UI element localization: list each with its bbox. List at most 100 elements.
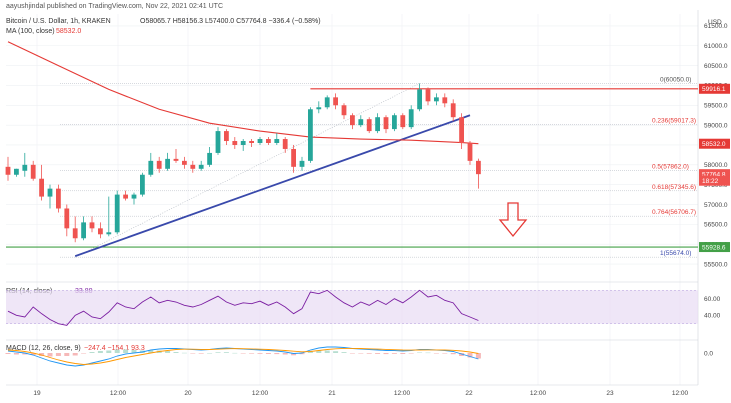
candle-body — [81, 222, 86, 239]
macd-histogram-bar — [274, 353, 280, 355]
signal-line — [7, 347, 479, 365]
macd-histogram-bar — [282, 353, 288, 355]
candle-body — [366, 119, 372, 132]
candle-body — [257, 139, 263, 143]
time-axis: 19 12:00 20 12:00 21 12:00 22 12:00 23 12:00 — [6, 384, 698, 397]
candle-body — [358, 119, 364, 126]
fib-label: 0.764(56706.7) — [652, 209, 696, 216]
candle-body — [165, 158, 170, 169]
candle-body — [299, 160, 305, 167]
macd-histogram-bar — [131, 350, 137, 353]
price-tick-label: 59000.0 — [704, 122, 728, 129]
macd-histogram-bar — [475, 353, 481, 359]
price-tick-label: 61000.0 — [704, 43, 728, 50]
candle-body — [98, 228, 103, 235]
macd-histogram-bar — [13, 353, 19, 355]
candle-body — [114, 194, 120, 233]
candle-body — [400, 115, 406, 128]
time-tick-label: 22 — [465, 390, 473, 397]
time-tick-label: 12:00 — [530, 390, 547, 397]
currency-label: USD — [708, 19, 722, 26]
time-tick-label: 19 — [33, 390, 41, 397]
macd-histogram-bar — [333, 351, 339, 353]
price-tags: 59916.1 58532.0 57764.818:22 55928.6 — [699, 83, 730, 253]
ma100-line — [7, 41, 479, 145]
price-tag-label: 57764.8 — [702, 171, 726, 178]
candle-body — [198, 164, 204, 169]
macd-histogram-bar — [30, 353, 36, 355]
macd-histogram-bar — [89, 352, 95, 353]
macd-histogram-bar — [257, 353, 263, 354]
time-tick-label: 21 — [328, 390, 336, 397]
time-tick-label: 23 — [606, 390, 614, 397]
candle-body — [408, 109, 414, 128]
candle-body — [417, 89, 422, 110]
macd-histogram-bar — [190, 353, 196, 354]
macd-histogram-bar — [22, 353, 28, 355]
price-tick-label: 57000.0 — [704, 202, 728, 209]
candle-body — [56, 188, 61, 209]
macd-histogram-bar — [148, 350, 154, 353]
macd-tick-label: 0.0 — [704, 350, 713, 357]
macd-histogram-bar — [391, 353, 397, 354]
macd-histogram-bar — [442, 353, 448, 354]
candle-body — [383, 117, 389, 130]
macd-pane: MACD (12, 26, close, 9) −247.4 −154.1 93… — [5, 339, 713, 367]
candle-body — [316, 107, 322, 110]
candle-body — [30, 164, 36, 179]
candle-body — [64, 208, 70, 229]
candle-body — [282, 139, 288, 149]
macd-histogram-bar — [417, 352, 423, 353]
macd-histogram-bar — [5, 353, 11, 354]
macd-values: −247.4 −154.1 93.3 — [84, 345, 145, 352]
candle-body — [182, 160, 187, 165]
macd-histogram-bar — [232, 352, 238, 354]
rsi-tick-label: 60.00 — [704, 296, 721, 303]
macd-histogram-bar — [425, 352, 431, 354]
macd-histogram-bar — [123, 349, 129, 353]
candle-body — [266, 139, 271, 143]
macd-histogram-bar — [215, 352, 221, 353]
time-tick-label: 20 — [184, 390, 192, 397]
candle-body — [156, 160, 162, 169]
candle-body — [324, 97, 330, 108]
candle-body — [450, 103, 456, 118]
price-tag-label: 59916.1 — [702, 86, 726, 93]
price-tag-label: 58532.0 — [702, 141, 726, 148]
candle-body — [123, 194, 128, 199]
candle-body — [232, 141, 238, 145]
macd-histogram-bar — [81, 353, 87, 354]
bullish-trendline — [74, 114, 471, 257]
candle-body — [14, 168, 19, 175]
fib-label: 0.236(59017.3) — [652, 117, 696, 124]
price-tick-label: 55500.0 — [704, 261, 728, 268]
price-tag-label: 55928.6 — [702, 244, 726, 251]
candle-body — [5, 166, 11, 175]
macd-histogram-bar — [207, 353, 213, 354]
candle-body — [476, 160, 481, 175]
publisher-text: aayushjindal published on TradingView.co… — [6, 3, 223, 10]
macd-histogram-bar — [375, 353, 381, 354]
ma-value: 58532.0 — [56, 28, 81, 35]
candle-body — [215, 131, 221, 153]
support-resistance-lines — [6, 88, 698, 257]
time-tick-label: 12:00 — [252, 390, 269, 397]
macd-histogram-bar — [240, 353, 246, 354]
macd-histogram-bar — [291, 353, 297, 356]
fib-label: 0.5(57862.0) — [652, 163, 689, 170]
candle-body — [173, 158, 179, 161]
macd-histogram-bar — [383, 353, 389, 355]
macd-histogram-bar — [307, 351, 313, 353]
macd-histogram-bar — [299, 353, 305, 355]
price-tag-box — [699, 138, 730, 149]
candle-body — [350, 115, 355, 126]
candle-body — [274, 139, 280, 143]
symbol-text: Bitcoin / U.S. Dollar, 1h, KRAKEN — [6, 18, 111, 25]
macd-histogram-bar — [47, 353, 53, 357]
fib-label: 0.618(57345.6) — [652, 184, 696, 191]
price-tick-label: 58000.0 — [704, 162, 728, 169]
fib-label: 0(60050.0) — [660, 76, 691, 83]
price-tag-box — [699, 83, 730, 94]
